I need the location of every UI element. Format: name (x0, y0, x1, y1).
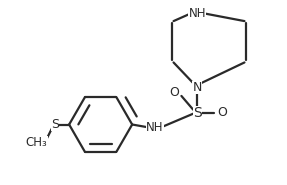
Text: NH: NH (146, 121, 164, 134)
Text: S: S (193, 106, 201, 120)
Text: O: O (170, 87, 179, 100)
Text: N: N (193, 81, 202, 94)
Text: NH: NH (189, 7, 206, 20)
Text: S: S (51, 118, 59, 131)
Text: O: O (217, 106, 227, 119)
Text: CH₃: CH₃ (26, 136, 48, 149)
